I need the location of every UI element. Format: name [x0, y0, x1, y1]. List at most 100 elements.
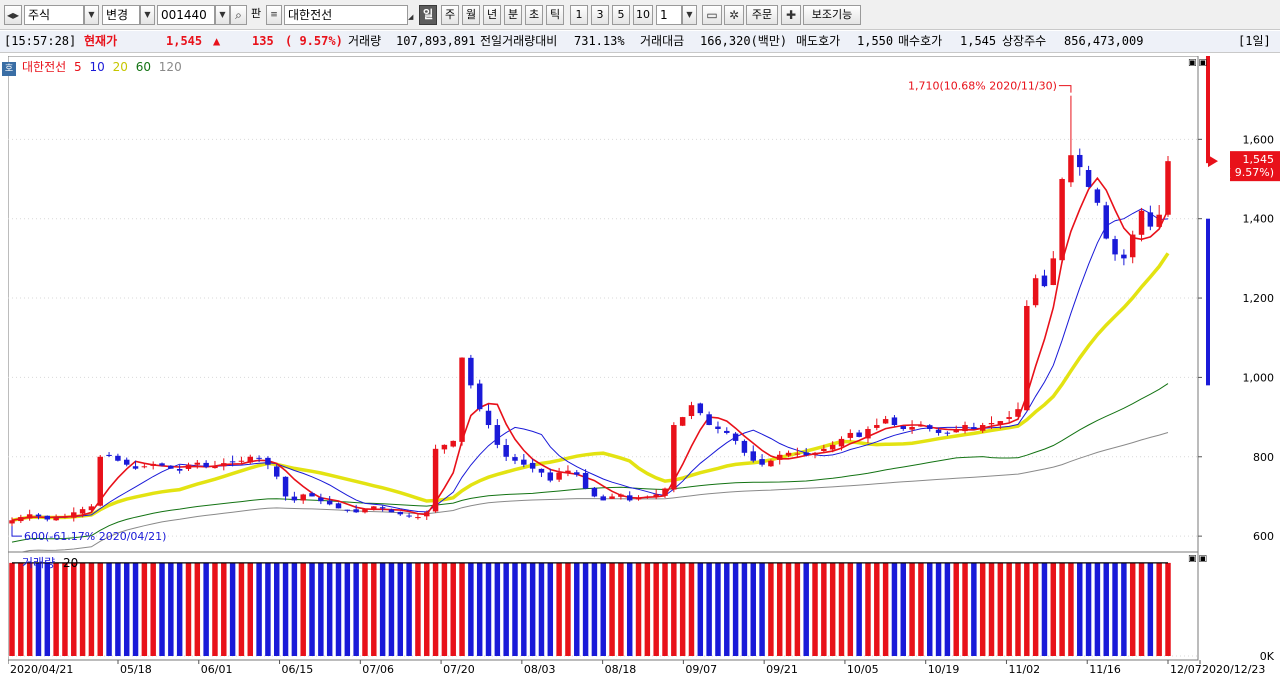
volume-bar — [229, 562, 236, 656]
period-minute-button[interactable]: 분 — [504, 5, 522, 25]
price-chart-panel[interactable]: 600 800 1,000 1,200 1,400 1,600 1,710(10.68% … — [2, 55, 1280, 555]
candle-body — [618, 494, 624, 497]
candle-body — [653, 494, 659, 497]
volume-bar — [785, 562, 792, 656]
candle-body — [397, 511, 404, 515]
save-icon[interactable]: ▭ — [702, 5, 722, 25]
candle-body — [132, 466, 139, 469]
nav-arrows-icon[interactable]: ◂▸ — [4, 5, 22, 25]
candle — [309, 491, 315, 497]
candle-body — [300, 494, 306, 501]
candle — [194, 459, 201, 469]
change-select[interactable]: 변경 — [102, 5, 140, 25]
candle-body — [635, 498, 642, 500]
chart-mode-badge-icon[interactable]: 호 — [2, 62, 16, 76]
volume-legend-label: 거래량 — [22, 556, 56, 570]
price-tick-label: 1,200 — [1243, 292, 1275, 305]
period-second-button[interactable]: 초 — [525, 5, 543, 25]
legend-ma60: 60 — [135, 60, 151, 74]
price-chart[interactable]: 600 800 1,000 1,200 1,400 1,600 1,710(10.68% … — [7, 55, 1280, 555]
code-dropdown-icon[interactable]: ▼ — [215, 5, 230, 25]
order-button[interactable]: 주문 — [746, 5, 778, 25]
period-year-button[interactable]: 년 — [483, 5, 501, 25]
market-select[interactable]: 주식 — [24, 5, 84, 25]
volume-bar — [644, 562, 651, 656]
volume-bar — [759, 562, 765, 656]
candle-body — [176, 468, 183, 471]
candle-body — [785, 452, 792, 456]
candle-body — [979, 425, 986, 431]
candle-body — [900, 426, 907, 429]
volume-axis: 200,000K100,000K0K — [1260, 650, 1275, 663]
price-tick-label: 1,600 — [1243, 133, 1275, 146]
volume-bar — [150, 562, 156, 656]
candle-body — [556, 472, 562, 480]
volume-chart-panel[interactable]: 200,000K100,000K0K 거래량 20 ▣▣ — [7, 551, 1280, 663]
candle — [574, 470, 580, 477]
volume-bar — [635, 562, 642, 656]
volume-bar — [194, 562, 201, 656]
candle — [468, 354, 474, 389]
candle-body — [309, 493, 315, 497]
date-tick-label: 10/19 — [928, 663, 960, 676]
candle-body — [521, 459, 527, 465]
pan-button[interactable]: 판 — [250, 7, 262, 20]
interval-input[interactable]: 1 — [656, 5, 682, 25]
candle-body — [732, 433, 739, 441]
candle-body — [865, 428, 871, 439]
period-week-button[interactable]: 주 — [441, 5, 459, 25]
candle — [512, 453, 518, 465]
candle-body — [829, 444, 836, 450]
interval-dropdown-icon[interactable]: ▼ — [682, 5, 697, 25]
volume-bar — [212, 562, 218, 656]
quote-info-bar: [15:57:28] 현재가 1,545 ▲ 135 ( 9.57%) 거래량 … — [0, 31, 1280, 53]
interval-5-button[interactable]: 5 — [612, 5, 630, 25]
period-month-button[interactable]: 월 — [462, 5, 480, 25]
aux-function-button[interactable]: 보조기능 — [803, 5, 861, 25]
panel-window-controls-icon[interactable]: ▣▣ — [1188, 58, 1210, 68]
volume-bar — [1015, 562, 1021, 656]
volume-bar — [724, 562, 730, 656]
date-tick-label: 2020/04/21 — [10, 663, 73, 676]
candle — [115, 453, 121, 462]
candle-body — [918, 425, 924, 427]
crosshair-icon[interactable]: ✚ — [781, 5, 801, 25]
candle — [415, 513, 421, 520]
period-tick-button[interactable]: 틱 — [546, 5, 564, 25]
candle — [79, 506, 86, 518]
volume-bar — [62, 562, 68, 656]
candle-body — [644, 496, 651, 498]
candle-body — [609, 496, 615, 499]
volume-bar — [556, 562, 562, 656]
candle — [829, 441, 836, 453]
volume-chart[interactable]: 200,000K100,000K0K — [7, 551, 1280, 663]
interval-1-button[interactable]: 1 — [570, 5, 588, 25]
stock-name-dropdown-icon[interactable]: ◢ — [408, 13, 414, 21]
change-dropdown-icon[interactable]: ▼ — [140, 5, 155, 25]
stock-list-icon[interactable]: ≡ — [266, 5, 282, 25]
market-dropdown-icon[interactable]: ▼ — [84, 5, 99, 25]
candle — [1006, 411, 1012, 423]
candle-body — [927, 425, 933, 429]
candle-body — [229, 461, 236, 463]
volume-bar — [123, 562, 130, 656]
stock-name-field[interactable]: 대한전선 — [284, 5, 408, 25]
candle — [1138, 207, 1145, 242]
volume-bar — [97, 562, 103, 656]
search-icon[interactable]: ⌕ — [230, 5, 247, 25]
candle — [203, 460, 209, 469]
interval-10-button[interactable]: 10 — [633, 5, 653, 25]
date-tick-label: 09/07 — [685, 663, 717, 676]
candle — [273, 464, 280, 480]
interval-3-button[interactable]: 3 — [591, 5, 609, 25]
candle — [679, 416, 686, 427]
candle — [185, 462, 192, 472]
settings-gear-icon[interactable]: ✲ — [724, 5, 744, 25]
period-day-button[interactable]: 일 — [419, 5, 437, 25]
price-overlays: 1,710(10.68% 2020/11/30) 600(-61.17% 2020… — [11, 80, 1280, 543]
volume-bar — [538, 562, 545, 656]
candle — [768, 459, 774, 467]
volume-bar — [847, 562, 854, 656]
volume-window-controls-icon[interactable]: ▣▣ — [1188, 554, 1210, 564]
code-input[interactable]: 001440 — [157, 5, 215, 25]
